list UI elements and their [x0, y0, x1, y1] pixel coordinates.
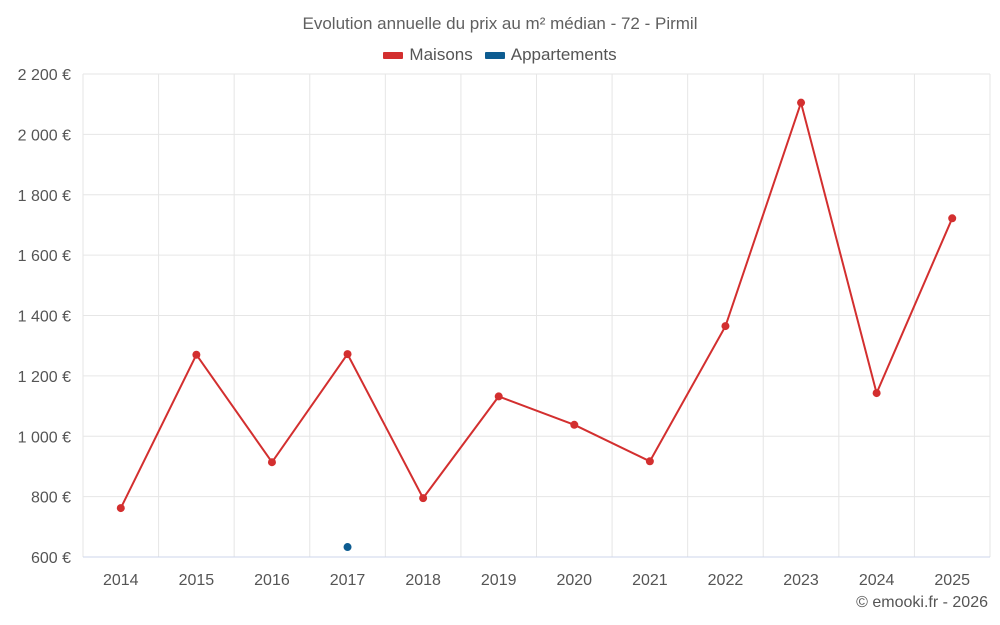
- x-tick-label: 2015: [179, 572, 215, 589]
- data-point-maisons-2014: [116, 504, 125, 513]
- x-tick-label: 2014: [103, 572, 139, 589]
- series-line-maisons: [119, 101, 954, 509]
- data-point-maisons-2025: [948, 214, 957, 223]
- x-tick-label: 2022: [708, 572, 744, 589]
- y-tick-label: 800 €: [31, 490, 71, 507]
- legend-item-maisons[interactable]: Maisons: [383, 45, 473, 65]
- data-point-maisons-2021: [645, 457, 654, 466]
- x-tick-label: 2021: [632, 572, 668, 589]
- y-tick-label: 1 800 €: [18, 188, 71, 205]
- y-tick-label: 1 000 €: [18, 429, 71, 446]
- legend-swatch-maisons: [383, 51, 404, 59]
- x-tick-label: 2023: [783, 572, 819, 589]
- legend-item-appartements[interactable]: Appartements: [484, 45, 617, 65]
- y-tick-label: 600 €: [31, 550, 71, 567]
- y-tick-label: 2 200 €: [18, 67, 71, 84]
- x-tick-label: 2020: [556, 572, 592, 589]
- y-tick-label: 1 400 €: [18, 309, 71, 326]
- data-point-maisons-2015: [192, 350, 201, 359]
- data-point-maisons-2018: [419, 494, 428, 503]
- x-tick-label: 2024: [859, 572, 895, 589]
- data-point-appartements-2017: [343, 543, 352, 552]
- data-point-maisons-2022: [721, 322, 730, 331]
- x-tick-label: 2018: [405, 572, 441, 589]
- data-point-maisons-2023: [797, 98, 806, 107]
- x-tick-label: 2017: [330, 572, 366, 589]
- chart-title: Evolution annuelle du prix au m² médian …: [302, 14, 698, 33]
- credit-text: © emooki.fr - 2026: [856, 594, 988, 611]
- data-point-maisons-2016: [267, 458, 276, 467]
- x-tick-label: 2016: [254, 572, 290, 589]
- data-point-maisons-2024: [872, 389, 881, 398]
- data-point-maisons-2019: [494, 392, 503, 401]
- y-tick-label: 1 600 €: [18, 248, 71, 265]
- x-tick-label: 2025: [934, 572, 970, 589]
- x-tick-label: 2019: [481, 572, 517, 589]
- legend-label-maisons: Maisons: [409, 45, 473, 64]
- chart-legend: Maisons Appartements: [0, 45, 1000, 65]
- y-tick-label: 2 000 €: [18, 127, 71, 144]
- y-tick-label: 1 200 €: [18, 369, 71, 386]
- data-point-maisons-2017: [343, 350, 352, 359]
- legend-swatch-appartements: [484, 51, 505, 59]
- data-point-maisons-2020: [570, 420, 579, 429]
- legend-label-appartements: Appartements: [510, 45, 617, 64]
